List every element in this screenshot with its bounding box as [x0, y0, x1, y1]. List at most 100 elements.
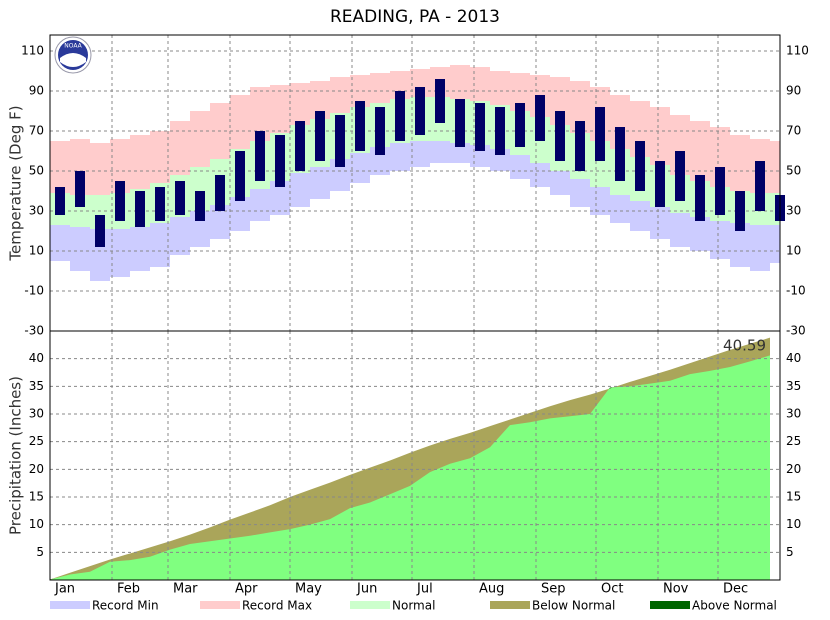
- record-max-bar: [470, 67, 490, 101]
- record-max-bar: [170, 121, 190, 175]
- y2-tick-label: 10: [786, 517, 801, 531]
- record-max-bar: [270, 85, 290, 133]
- record-max-bar: [370, 73, 390, 103]
- record-min-bar: [610, 195, 630, 223]
- record-min-bar: [410, 141, 430, 167]
- observed-bar: [295, 121, 305, 171]
- chart-title: READING, PA - 2013: [330, 7, 500, 27]
- observed-bar: [175, 181, 185, 215]
- record-min-bar: [670, 213, 690, 247]
- record-min-bar: [230, 197, 250, 231]
- observed-bar: [115, 181, 125, 221]
- noaa-logo: NOAA: [54, 36, 92, 74]
- observed-bar: [755, 161, 765, 211]
- y2-tick-label: 40: [786, 351, 801, 365]
- legend-label: Above Normal: [692, 599, 777, 613]
- observed-bar: [75, 171, 85, 207]
- y-tick-label: 25: [29, 434, 44, 448]
- record-min-bar: [270, 181, 290, 215]
- record-max-bar: [290, 83, 310, 125]
- y2-tick-label: 70: [786, 124, 801, 138]
- record-max-bar: [130, 135, 150, 189]
- observed-bar: [275, 135, 285, 187]
- y-tick-label: 110: [21, 44, 44, 58]
- record-min-bar: [710, 221, 730, 259]
- record-min-bar: [510, 155, 530, 179]
- observed-area: [50, 355, 770, 580]
- record-min-bar: [770, 225, 780, 263]
- record-min-bar: [650, 207, 670, 239]
- observed-bar: [555, 111, 565, 161]
- observed-bar: [575, 121, 585, 171]
- record-min-bar: [750, 225, 770, 271]
- observed-bar: [475, 103, 485, 151]
- x-tick-label: Nov: [663, 582, 689, 597]
- record-max-bar: [250, 87, 270, 141]
- x-tick-label: Oct: [601, 582, 623, 597]
- y-tick-label: 35: [29, 379, 44, 393]
- x-tick-label: Aug: [479, 582, 504, 597]
- record-min-bar: [430, 141, 450, 163]
- observed-bar: [395, 91, 405, 141]
- observed-bar: [655, 161, 665, 207]
- y-tick-label: 90: [29, 84, 44, 98]
- legend-label: Record Max: [242, 599, 312, 613]
- record-min-bar: [630, 201, 650, 231]
- y-tick-label: 5: [36, 545, 44, 559]
- observed-bar: [315, 111, 325, 161]
- record-max-bar: [690, 121, 710, 181]
- record-max-bar: [490, 71, 510, 105]
- record-min-bar: [590, 187, 610, 215]
- record-min-bar: [690, 217, 710, 251]
- y2-tick-label: 50: [786, 164, 801, 178]
- legend-swatch: [350, 601, 390, 609]
- y-tick-label: -10: [24, 284, 44, 298]
- plot-frame: [49, 34, 781, 581]
- y-axis-label: Temperature (Deg F): [7, 105, 25, 261]
- record-min-bar: [50, 225, 70, 261]
- legend-swatch: [490, 601, 530, 609]
- y-tick-label: 10: [29, 244, 44, 258]
- y-tick-label: 20: [29, 462, 44, 476]
- observed-bar: [735, 191, 745, 231]
- y2-tick-label: 15: [786, 490, 801, 504]
- x-tick-label: May: [295, 582, 322, 597]
- y2-tick-label: 110: [786, 44, 809, 58]
- observed-bar: [95, 215, 105, 247]
- observed-bar: [355, 101, 365, 151]
- observed-bar: [695, 175, 705, 221]
- y-tick-label: -30: [24, 324, 44, 338]
- x-tick-label: Jun: [356, 582, 377, 597]
- x-tick-label: Sep: [541, 582, 566, 597]
- record-max-bar: [50, 141, 70, 193]
- annotation: 40.59: [723, 337, 766, 355]
- y-tick-label: 40: [29, 351, 44, 365]
- observed-bar: [615, 127, 625, 181]
- observed-bar: [255, 131, 265, 181]
- x-tick-label: Mar: [173, 582, 198, 597]
- observed-bar: [635, 141, 645, 191]
- record-max-bar: [730, 135, 750, 191]
- y2-tick-label: -30: [786, 324, 806, 338]
- observed-bar: [675, 151, 685, 201]
- record-max-bar: [350, 75, 370, 107]
- record-max-bar: [90, 143, 110, 195]
- y2-tick-label: 35: [786, 379, 801, 393]
- record-min-bar: [70, 227, 90, 271]
- legend-swatch: [50, 601, 90, 609]
- observed-bar: [515, 103, 525, 147]
- record-max-bar: [110, 139, 130, 193]
- record-max-bar: [450, 65, 470, 99]
- y-tick-label: 50: [29, 164, 44, 178]
- record-min-bar: [110, 229, 130, 277]
- x-tick-label: Feb: [117, 582, 140, 597]
- legend-label: Record Min: [92, 599, 159, 613]
- record-min-bar: [530, 163, 550, 187]
- legend-label: Below Normal: [532, 599, 615, 613]
- record-min-bar: [730, 223, 750, 267]
- y-tick-label: 30: [29, 407, 44, 421]
- observed-bar: [195, 191, 205, 221]
- logo-text: NOAA: [64, 43, 82, 50]
- record-max-bar: [330, 77, 350, 113]
- record-max-bar: [230, 95, 250, 149]
